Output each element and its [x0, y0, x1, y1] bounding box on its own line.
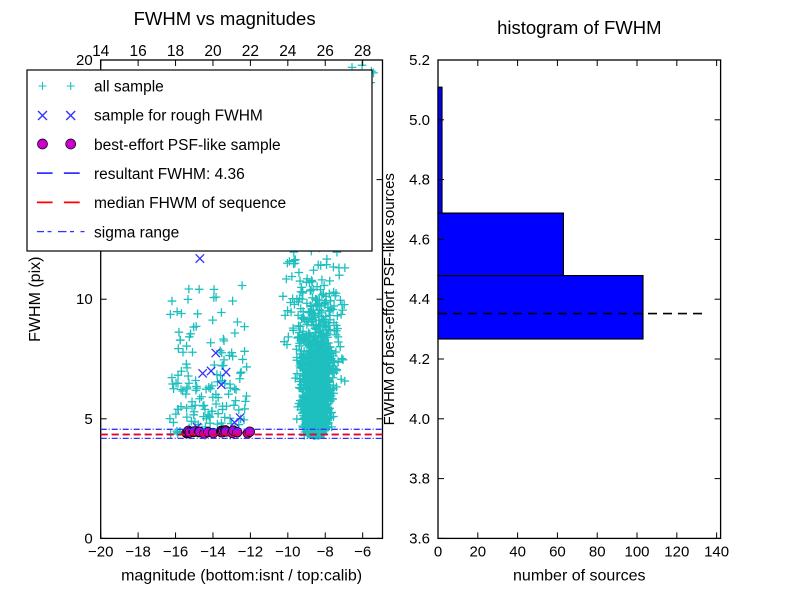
svg-text:FWHM of best-effort PSF-like s: FWHM of best-effort PSF-like sources: [381, 173, 398, 425]
svg-text:−10: −10: [275, 543, 300, 560]
svg-text:−14: −14: [200, 543, 225, 560]
svg-text:3.6: 3.6: [409, 530, 430, 547]
svg-text:100: 100: [624, 543, 649, 560]
svg-text:4.8: 4.8: [409, 172, 430, 189]
svg-text:5.2: 5.2: [409, 52, 430, 69]
svg-text:5.0: 5.0: [409, 112, 430, 129]
svg-text:24: 24: [279, 43, 297, 60]
svg-text:3.8: 3.8: [409, 471, 430, 488]
svg-text:4.4: 4.4: [409, 291, 430, 308]
svg-text:22: 22: [242, 43, 259, 60]
svg-text:14: 14: [92, 43, 110, 60]
svg-text:16: 16: [129, 43, 146, 60]
svg-text:10: 10: [76, 291, 93, 308]
svg-text:median FHWM of sequence: median FHWM of sequence: [94, 195, 286, 212]
svg-text:26: 26: [317, 43, 334, 60]
svg-text:all sample: all sample: [94, 79, 164, 96]
svg-text:60: 60: [549, 543, 566, 560]
svg-text:FWHM (pix): FWHM (pix): [27, 257, 44, 342]
svg-text:120: 120: [664, 543, 689, 560]
svg-text:20: 20: [469, 543, 486, 560]
svg-text:histogram of FWHM: histogram of FWHM: [497, 17, 661, 38]
svg-text:sigma range: sigma range: [94, 224, 179, 241]
svg-text:−8: −8: [317, 543, 334, 560]
svg-text:18: 18: [167, 43, 184, 60]
svg-text:20: 20: [204, 43, 222, 60]
svg-text:FWHM vs magnitudes: FWHM vs magnitudes: [134, 8, 316, 29]
svg-text:140: 140: [704, 543, 729, 560]
svg-text:sample for rough FWHM: sample for rough FWHM: [94, 108, 263, 125]
svg-text:−12: −12: [238, 543, 263, 560]
svg-text:4.2: 4.2: [409, 351, 430, 368]
svg-text:−18: −18: [125, 543, 150, 560]
svg-text:28: 28: [354, 43, 371, 60]
svg-text:0: 0: [84, 530, 92, 547]
svg-text:number of sources: number of sources: [513, 567, 646, 584]
svg-text:magnitude (bottom:isnt / top:c: magnitude (bottom:isnt / top:calib): [121, 567, 362, 584]
svg-text:4.6: 4.6: [409, 231, 430, 248]
svg-text:−6: −6: [354, 543, 371, 560]
svg-text:−16: −16: [163, 543, 188, 560]
svg-text:best-effort PSF-like sample: best-effort PSF-like sample: [94, 137, 281, 154]
svg-text:0: 0: [434, 543, 442, 560]
svg-text:20: 20: [76, 52, 93, 69]
svg-text:40: 40: [509, 543, 526, 560]
svg-text:resultant FWHM: 4.36: resultant FWHM: 4.36: [94, 166, 245, 183]
svg-text:80: 80: [589, 543, 606, 560]
svg-text:5: 5: [84, 411, 92, 428]
svg-text:4.0: 4.0: [409, 411, 430, 428]
